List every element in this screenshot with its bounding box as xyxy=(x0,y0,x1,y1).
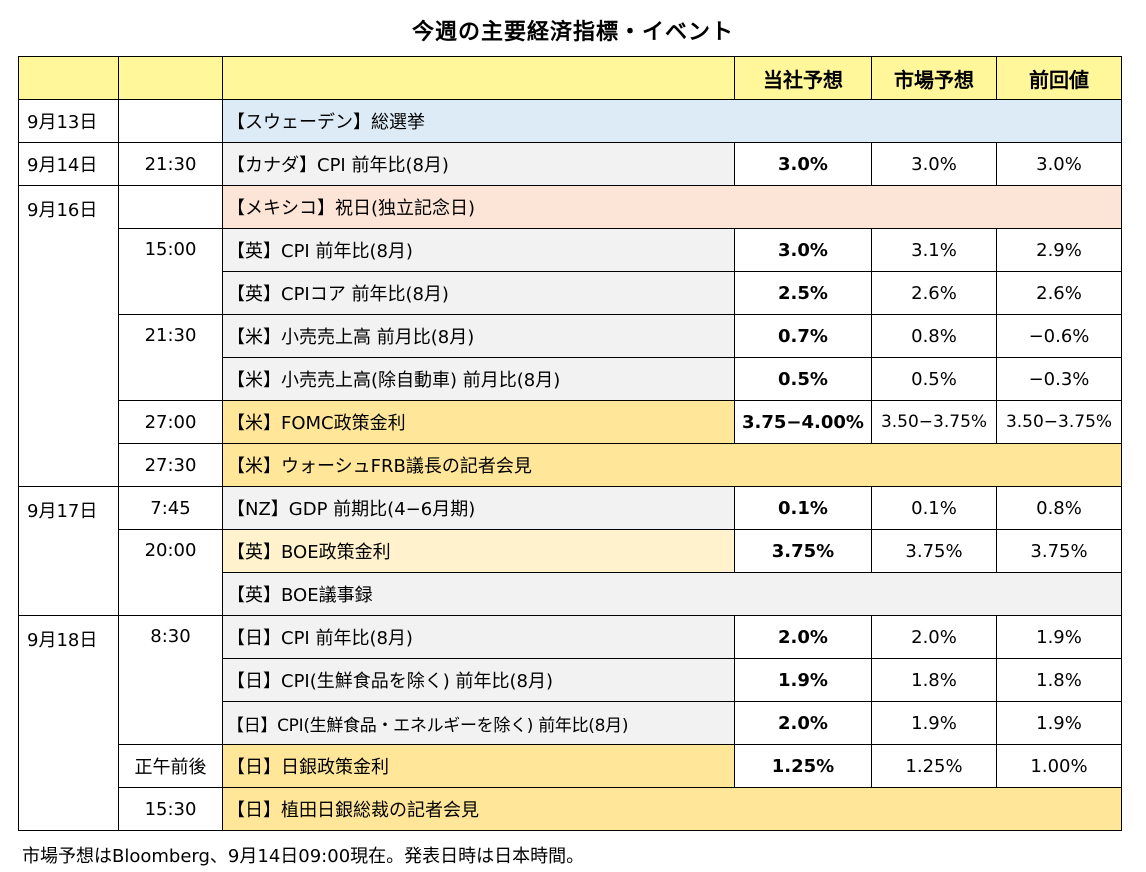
our-forecast-cell: 3.75% xyxy=(734,529,872,573)
market-forecast-cell: 3.1% xyxy=(871,228,997,272)
table-row: 【日】CPI(生鮮食品・エネルギーを除く) 前年比(8月) 2.0% 1.9% … xyxy=(19,701,1122,745)
previous-cell: 1.00% xyxy=(996,744,1122,788)
table-row: 【英】CPIコア 前年比(8月) 2.5% 2.6% 2.6% xyxy=(19,271,1122,315)
previous-cell: 1.8% xyxy=(996,658,1122,702)
event-cell: 【米】小売売上高(除自動車) 前月比(8月) xyxy=(222,357,735,401)
market-forecast-cell: 2.0% xyxy=(871,615,997,659)
event-cell: 【米】小売売上高 前月比(8月) xyxy=(222,314,735,358)
header-our-forecast: 当社予想 xyxy=(734,56,872,100)
table-row: 9月14日 21:30 【カナダ】CPI 前年比(8月) 3.0% 3.0% 3… xyxy=(18,142,1122,186)
previous-cell: 3.0% xyxy=(996,142,1122,186)
table-row: 正午前後 【日】日銀政策金利 1.25% 1.25% 1.00% xyxy=(19,744,1122,788)
table-row: 9月18日 8:30 【日】CPI 前年比(8月) 2.0% 2.0% 1.9% xyxy=(18,615,1122,831)
economic-indicators-table: 当社予想 市場予想 前回値 9月13日 【スウェーデン】総選挙 9月14日 21… xyxy=(18,56,1122,831)
our-forecast-cell: 0.1% xyxy=(734,486,872,530)
table-row: 15:00 【英】CPI 前年比(8月) 3.0% 3.1% 2.9% xyxy=(19,228,1122,315)
table-row: 15:30 【日】植田日銀総裁の記者会見 xyxy=(19,787,1122,831)
market-forecast-cell: 0.8% xyxy=(871,314,997,358)
event-cell: 【日】CPI 前年比(8月) xyxy=(222,615,735,659)
date-cell: 9月18日 xyxy=(18,615,119,831)
event-cell: 【英】BOE政策金利 xyxy=(222,529,735,573)
table-row: 27:00 【米】FOMC政策金利 3.75−4.00% 3.50−3.75% … xyxy=(19,400,1122,444)
our-forecast-cell: 3.0% xyxy=(734,228,872,272)
date-cell: 9月13日 xyxy=(18,99,119,143)
market-forecast-cell: 0.1% xyxy=(871,486,997,530)
time-cell: 21:30 xyxy=(118,142,223,186)
time-cell: 21:30 xyxy=(118,314,223,401)
market-forecast-cell: 1.8% xyxy=(871,658,997,702)
market-forecast-cell: 3.50−3.75% xyxy=(871,400,997,444)
event-cell: 【英】CPI 前年比(8月) xyxy=(222,228,735,272)
time-cell: 20:00 xyxy=(118,529,223,616)
market-forecast-cell: 1.9% xyxy=(871,701,997,745)
time-cell: 15:30 xyxy=(118,787,223,831)
our-forecast-cell: 2.0% xyxy=(734,615,872,659)
table-row: 【日】CPI(生鮮食品を除く) 前年比(8月) 1.9% 1.8% 1.8% xyxy=(19,658,1122,702)
event-cell: 【スウェーデン】総選挙 xyxy=(222,99,1122,143)
table-row: 9月16日 【メキシコ】祝日(独立記念日) xyxy=(18,185,1122,487)
event-cell: 【NZ】GDP 前期比(4−6月期) xyxy=(222,486,735,530)
our-forecast-cell: 1.9% xyxy=(734,658,872,702)
table-row: 9月13日 【スウェーデン】総選挙 xyxy=(18,99,1122,143)
page-title: 今週の主要経済指標・イベント xyxy=(411,20,734,45)
previous-cell: 0.8% xyxy=(996,486,1122,530)
market-forecast-cell: 3.0% xyxy=(871,142,997,186)
our-forecast-cell: 3.0% xyxy=(734,142,872,186)
time-cell xyxy=(118,99,223,143)
previous-cell: 2.6% xyxy=(996,271,1122,315)
time-cell: 7:45 xyxy=(118,486,223,530)
our-forecast-cell: 1.25% xyxy=(734,744,872,788)
table-row: 【英】BOE議事録 xyxy=(19,572,1122,616)
table-row: 【米】小売売上高(除自動車) 前月比(8月) 0.5% 0.5% −0.3% xyxy=(19,357,1122,401)
footnote: 市場予想はBloomberg、9月14日09:00現在。発表日時は日本時間。 xyxy=(22,846,585,867)
previous-cell: −0.6% xyxy=(996,314,1122,358)
previous-cell: −0.3% xyxy=(996,357,1122,401)
our-forecast-cell: 0.5% xyxy=(734,357,872,401)
previous-cell: 3.75% xyxy=(996,529,1122,573)
time-cell: 27:30 xyxy=(118,443,223,487)
event-cell: 【日】植田日銀総裁の記者会見 xyxy=(222,787,1122,831)
header-row: 当社予想 市場予想 前回値 xyxy=(18,56,1122,100)
table-row: 9月17日 7:45 【NZ】GDP 前期比(4−6月期) 0.1% 0.1% … xyxy=(18,486,1122,616)
previous-cell: 1.9% xyxy=(996,615,1122,659)
our-forecast-cell: 2.0% xyxy=(734,701,872,745)
header-market-forecast: 市場予想 xyxy=(871,56,997,100)
date-cell: 9月16日 xyxy=(18,185,119,487)
time-cell: 正午前後 xyxy=(118,744,223,788)
our-forecast-cell: 0.7% xyxy=(734,314,872,358)
market-forecast-cell: 3.75% xyxy=(871,529,997,573)
our-forecast-cell: 2.5% xyxy=(734,271,872,315)
previous-cell: 3.50−3.75% xyxy=(996,400,1122,444)
header-event xyxy=(222,56,735,100)
market-forecast-cell: 1.25% xyxy=(871,744,997,788)
market-forecast-cell: 2.6% xyxy=(871,271,997,315)
header-previous: 前回値 xyxy=(996,56,1122,100)
table-row: 21:30 【米】小売売上高 前月比(8月) 0.7% 0.8% −0.6% xyxy=(19,314,1122,401)
event-cell: 【米】FOMC政策金利 xyxy=(222,400,735,444)
event-cell: 【英】CPIコア 前年比(8月) xyxy=(222,271,735,315)
header-time xyxy=(118,56,223,100)
event-cell: 【カナダ】CPI 前年比(8月) xyxy=(222,142,735,186)
event-cell: 【日】日銀政策金利 xyxy=(222,744,735,788)
header-date xyxy=(18,56,119,100)
time-cell: 15:00 xyxy=(118,228,223,315)
table-row: 20:00 【英】BOE政策金利 3.75% 3.75% 3.75% xyxy=(19,529,1122,616)
table-row: 27:30 【米】ウォーシュFRB議長の記者会見 xyxy=(19,443,1122,487)
time-cell xyxy=(118,185,223,229)
date-cell: 9月17日 xyxy=(18,486,119,616)
event-cell: 【メキシコ】祝日(独立記念日) xyxy=(222,185,1122,229)
previous-cell: 2.9% xyxy=(996,228,1122,272)
market-forecast-cell: 0.5% xyxy=(871,357,997,401)
previous-cell: 1.9% xyxy=(996,701,1122,745)
event-cell: 【日】CPI(生鮮食品・エネルギーを除く) 前年比(8月) xyxy=(222,701,735,745)
event-cell: 【英】BOE議事録 xyxy=(222,572,1122,616)
our-forecast-cell: 3.75−4.00% xyxy=(734,400,872,444)
time-cell: 27:00 xyxy=(118,400,223,444)
date-cell: 9月14日 xyxy=(18,142,119,186)
event-cell: 【米】ウォーシュFRB議長の記者会見 xyxy=(222,443,1122,487)
event-cell: 【日】CPI(生鮮食品を除く) 前年比(8月) xyxy=(222,658,735,702)
time-cell: 8:30 xyxy=(118,615,223,745)
